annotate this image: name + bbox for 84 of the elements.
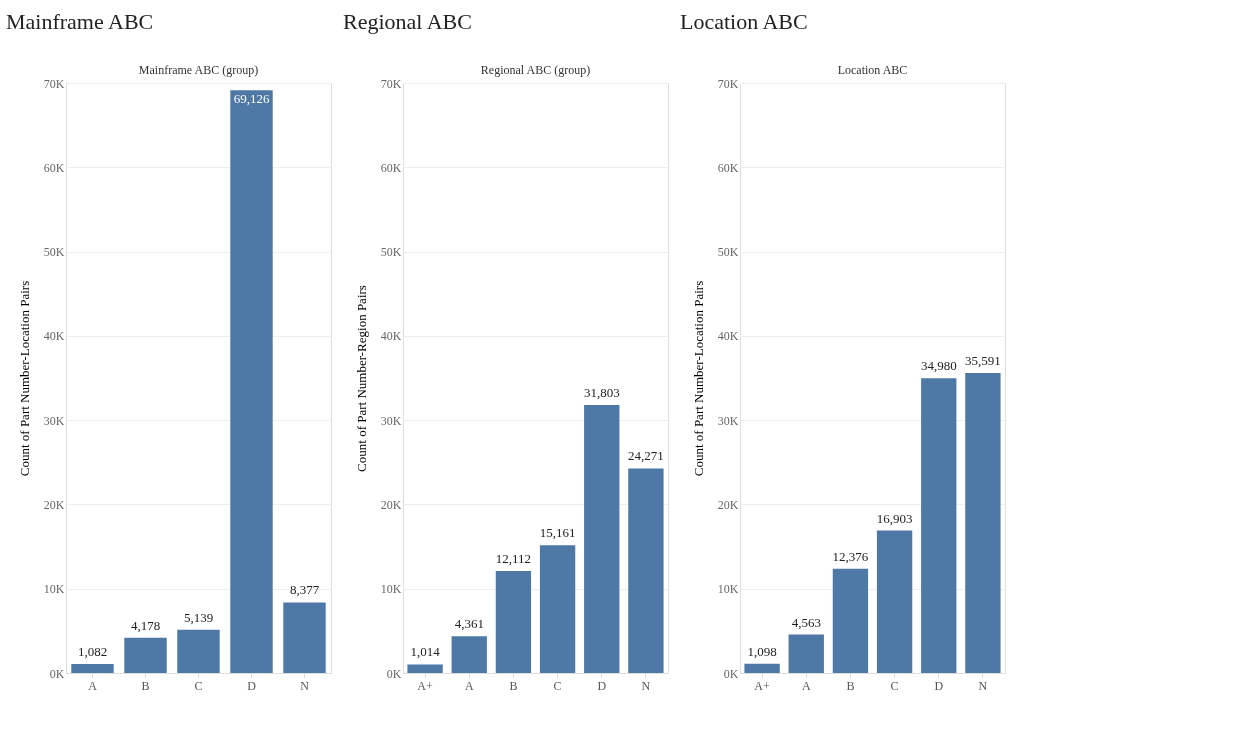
data-label: 12,112 bbox=[495, 550, 532, 566]
y-tick-label: 0K bbox=[49, 666, 65, 681]
data-label: 5,139 bbox=[183, 609, 214, 625]
y-axis-title: Count of Part Number-Location Pairs bbox=[16, 280, 32, 477]
bar bbox=[628, 468, 664, 673]
y-tick-label: 50K bbox=[717, 245, 739, 260]
y-tick-label: 40K bbox=[380, 329, 402, 344]
data-label: 24,271 bbox=[628, 448, 664, 464]
y-tick-label: 60K bbox=[717, 160, 739, 175]
x-tick-label: N bbox=[978, 678, 988, 693]
bar bbox=[495, 570, 532, 673]
data-label: 12,376 bbox=[832, 548, 869, 564]
y-tick-label: 10K bbox=[380, 582, 402, 597]
x-tick-label: C bbox=[890, 678, 899, 693]
bar bbox=[407, 664, 443, 673]
x-tick-label: D bbox=[597, 678, 607, 693]
bar bbox=[584, 404, 620, 673]
data-label: 1,082 bbox=[77, 643, 108, 659]
bar bbox=[965, 373, 1001, 673]
chart-title: Location ABC bbox=[680, 9, 808, 34]
y-tick-label: 50K bbox=[380, 245, 402, 260]
y-tick-label: 40K bbox=[43, 329, 65, 344]
y-tick-label: 30K bbox=[43, 413, 65, 428]
bar bbox=[744, 663, 780, 673]
data-label: 8,377 bbox=[289, 582, 320, 598]
bar bbox=[539, 545, 576, 673]
y-tick-label: 0K bbox=[723, 666, 739, 681]
data-label: 16,903 bbox=[876, 510, 913, 526]
y-tick-label: 10K bbox=[717, 582, 739, 597]
data-label: 69,126 bbox=[233, 91, 270, 107]
bar bbox=[283, 602, 326, 673]
x-tick-label: A bbox=[464, 678, 474, 693]
bar bbox=[71, 663, 114, 673]
bar bbox=[124, 637, 167, 673]
data-label: 35,591 bbox=[965, 353, 1001, 369]
data-label: 4,178 bbox=[130, 617, 161, 633]
y-tick-label: 40K bbox=[717, 329, 739, 344]
bar bbox=[230, 90, 273, 673]
x-tick-label: N bbox=[300, 678, 310, 693]
y-tick-label: 70K bbox=[380, 76, 402, 91]
y-axis-title: Count of Part Number-Region Pairs bbox=[353, 285, 369, 472]
bar bbox=[177, 629, 220, 673]
y-tick-label: 20K bbox=[380, 497, 402, 512]
y-tick-label: 20K bbox=[717, 497, 739, 512]
data-label: 34,980 bbox=[920, 358, 957, 374]
bar bbox=[921, 378, 957, 673]
x-tick-label: N bbox=[641, 678, 651, 693]
chart-subtitle: Location ABC bbox=[837, 63, 908, 77]
data-label: 1,014 bbox=[410, 644, 441, 660]
data-label: 1,098 bbox=[747, 643, 777, 659]
y-tick-label: 60K bbox=[380, 160, 402, 175]
x-tick-label: A bbox=[88, 678, 98, 693]
y-tick-label: 20K bbox=[43, 497, 65, 512]
y-tick-label: 70K bbox=[717, 76, 739, 91]
x-tick-label: B bbox=[141, 678, 150, 693]
chart-subtitle: Regional ABC (group) bbox=[480, 63, 591, 77]
chart-subtitle: Mainframe ABC (group) bbox=[138, 63, 259, 77]
data-label: 15,161 bbox=[539, 525, 576, 541]
data-label: 4,563 bbox=[791, 614, 821, 630]
x-tick-label: B bbox=[846, 678, 855, 693]
bar bbox=[876, 530, 913, 673]
chart-title: Mainframe ABC bbox=[6, 9, 154, 34]
data-label: 4,361 bbox=[454, 616, 484, 632]
x-tick-label: A+ bbox=[754, 678, 771, 693]
x-tick-label: B bbox=[509, 678, 518, 693]
bar bbox=[788, 634, 824, 673]
x-tick-label: D bbox=[247, 678, 257, 693]
x-tick-label: C bbox=[553, 678, 562, 693]
x-tick-label: C bbox=[194, 678, 203, 693]
chart-title: Regional ABC bbox=[343, 9, 472, 34]
y-tick-label: 70K bbox=[43, 76, 65, 91]
y-tick-label: 0K bbox=[386, 666, 402, 681]
bar bbox=[832, 568, 869, 673]
y-axis-title: Count of Part Number-Location Pairs bbox=[690, 280, 706, 477]
y-tick-label: 30K bbox=[380, 413, 402, 428]
x-tick-label: A bbox=[801, 678, 811, 693]
y-tick-label: 30K bbox=[717, 413, 739, 428]
y-tick-label: 60K bbox=[43, 160, 65, 175]
y-tick-label: 10K bbox=[43, 582, 65, 597]
x-tick-label: A+ bbox=[417, 678, 434, 693]
bar bbox=[451, 636, 487, 673]
data-label: 31,803 bbox=[583, 384, 620, 400]
y-tick-label: 50K bbox=[43, 245, 65, 260]
x-tick-label: D bbox=[934, 678, 944, 693]
